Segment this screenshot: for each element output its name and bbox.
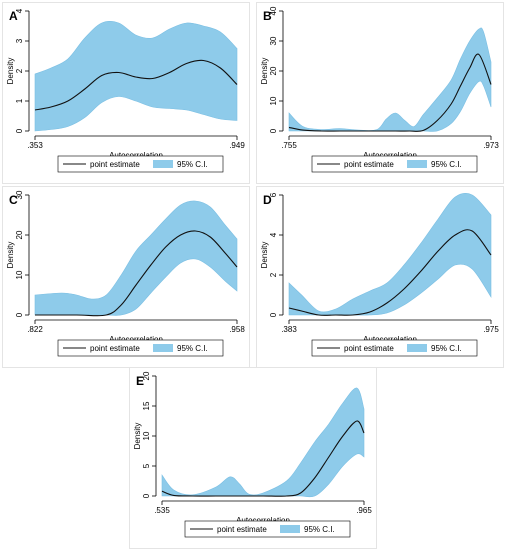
x-tick-label-a-1: .949 xyxy=(229,141,245,150)
chart-d: 0 2 4 6 .383 .975 Autocorrelation Density Dpoint… xyxy=(260,192,499,357)
y-tick-label-e-20: 20 xyxy=(142,371,151,380)
legend-line-label-e: point estimate xyxy=(217,525,267,534)
x-tick-label-b-1: .973 xyxy=(483,141,499,150)
legend-box-e xyxy=(184,520,351,538)
chart-a: 0 1 2 3 4 .353 .949 Autocorrelation Density Apoin… xyxy=(6,8,245,173)
x-tick-label-d-0: .383 xyxy=(281,325,297,334)
ci-band-c xyxy=(34,200,238,316)
legend-band-swatch-a xyxy=(153,160,173,168)
legend-box-b xyxy=(311,155,478,173)
x-tick-label-b-0: .755 xyxy=(281,141,297,150)
panel-b: 0 10 20 30 40 .755 .973 Autocorrelation Density B… xyxy=(256,2,504,184)
chart-b: 0 10 20 30 40 .755 .973 Autocorrelation Density B… xyxy=(260,6,499,173)
ci-band-a xyxy=(34,21,238,132)
legend-a: point estimate 95% C.I. xyxy=(57,155,224,173)
y-axis-title-a: Density xyxy=(6,58,15,85)
legend-e: point estimate 95% C.I. xyxy=(184,520,351,538)
panel-letter-c: C xyxy=(9,193,18,207)
y-tick-label-a-1: 1 xyxy=(15,98,24,103)
legend-b: point estimate 95% C.I. xyxy=(311,155,478,173)
y-tick-label-c-20: 20 xyxy=(15,230,24,239)
y-tick-label-a-4: 4 xyxy=(15,8,24,13)
y-axis-title-b: Density xyxy=(260,58,269,85)
legend-band-label-d: 95% C.I. xyxy=(431,344,462,353)
x-tick-label-c-0: .822 xyxy=(27,325,43,334)
x-tick-label-e-0: .535 xyxy=(154,506,170,515)
y-tick-label-c-0: 0 xyxy=(15,312,24,317)
y-tick-label-d-0: 0 xyxy=(269,312,278,317)
panel-letter-e: E xyxy=(136,374,144,388)
legend-band-label-c: 95% C.I. xyxy=(177,344,208,353)
x-axis-title-e: Autocorrelation xyxy=(236,516,290,525)
y-axis-title-c: Density xyxy=(6,242,15,269)
y-tick-label-e-15: 15 xyxy=(142,401,151,410)
x-axis-title-d: Autocorrelation xyxy=(363,335,417,344)
y-tick-label-e-5: 5 xyxy=(142,463,151,468)
y-tick-label-d-4: 4 xyxy=(269,232,278,237)
y-tick-label-b-20: 20 xyxy=(269,66,278,75)
legend-box-d xyxy=(311,339,478,357)
y-tick-label-e-0: 0 xyxy=(142,493,151,498)
x-axis-title-b: Autocorrelation xyxy=(363,151,417,160)
point-estimate-line-a xyxy=(34,59,238,111)
legend-band-label-e: 95% C.I. xyxy=(304,525,335,534)
chart-c: 0 10 20 30 .822 .958 Autocorrelation Density Cpo… xyxy=(6,190,245,357)
y-tick-label-c-10: 10 xyxy=(15,270,24,279)
chart-e: 0 5 10 15 20 .535 .965 Autocorrelation Density Ep… xyxy=(133,371,372,538)
y-tick-label-a-2: 2 xyxy=(15,68,24,73)
legend-band-swatch-d xyxy=(407,344,427,352)
legend-band-swatch-e xyxy=(280,525,300,533)
ci-band-e xyxy=(161,387,365,498)
panel-letter-d: D xyxy=(263,193,272,207)
y-tick-label-d-6: 6 xyxy=(269,192,278,197)
x-tick-label-e-1: .965 xyxy=(356,506,372,515)
legend-band-swatch-c xyxy=(153,344,173,352)
legend-band-swatch-b xyxy=(407,160,427,168)
panel-letter-b: B xyxy=(263,9,272,23)
panel-letter-a: A xyxy=(9,9,18,23)
point-estimate-line-e xyxy=(161,420,365,497)
legend-band-label-b: 95% C.I. xyxy=(431,160,462,169)
point-estimate-line-c xyxy=(34,230,238,317)
legend-d: point estimate 95% C.I. xyxy=(311,339,478,357)
legend-line-label-c: point estimate xyxy=(90,344,140,353)
ci-band-d xyxy=(288,192,492,316)
legend-line-label-d: point estimate xyxy=(344,344,394,353)
y-tick-label-d-2: 2 xyxy=(269,272,278,277)
legend-line-label-b: point estimate xyxy=(344,160,394,169)
point-estimate-line-d xyxy=(288,229,492,316)
legend-box-a xyxy=(57,155,224,173)
legend-line-label-a: point estimate xyxy=(90,160,140,169)
y-tick-label-b-30: 30 xyxy=(269,36,278,45)
x-tick-label-a-0: .353 xyxy=(27,141,43,150)
x-tick-label-c-1: .958 xyxy=(229,325,245,334)
y-tick-label-b-40: 40 xyxy=(269,6,278,15)
legend-c: point estimate 95% C.I. xyxy=(57,339,224,357)
y-tick-label-e-10: 10 xyxy=(142,431,151,440)
y-axis-title-d: Density xyxy=(260,242,269,269)
point-estimate-line-b xyxy=(288,53,492,132)
legend-box-c xyxy=(57,339,224,357)
y-axis-title-e: Density xyxy=(133,423,142,450)
y-tick-label-c-30: 30 xyxy=(15,190,24,199)
legend-band-label-a: 95% C.I. xyxy=(177,160,208,169)
ci-band-b xyxy=(288,27,492,132)
x-axis-title-c: Autocorrelation xyxy=(109,335,163,344)
x-tick-label-d-1: .975 xyxy=(483,325,499,334)
y-tick-label-b-10: 10 xyxy=(269,96,278,105)
x-axis-title-a: Autocorrelation xyxy=(109,151,163,160)
y-tick-label-b-0: 0 xyxy=(269,128,278,133)
y-tick-label-a-0: 0 xyxy=(15,128,24,133)
y-tick-label-a-3: 3 xyxy=(15,38,24,43)
